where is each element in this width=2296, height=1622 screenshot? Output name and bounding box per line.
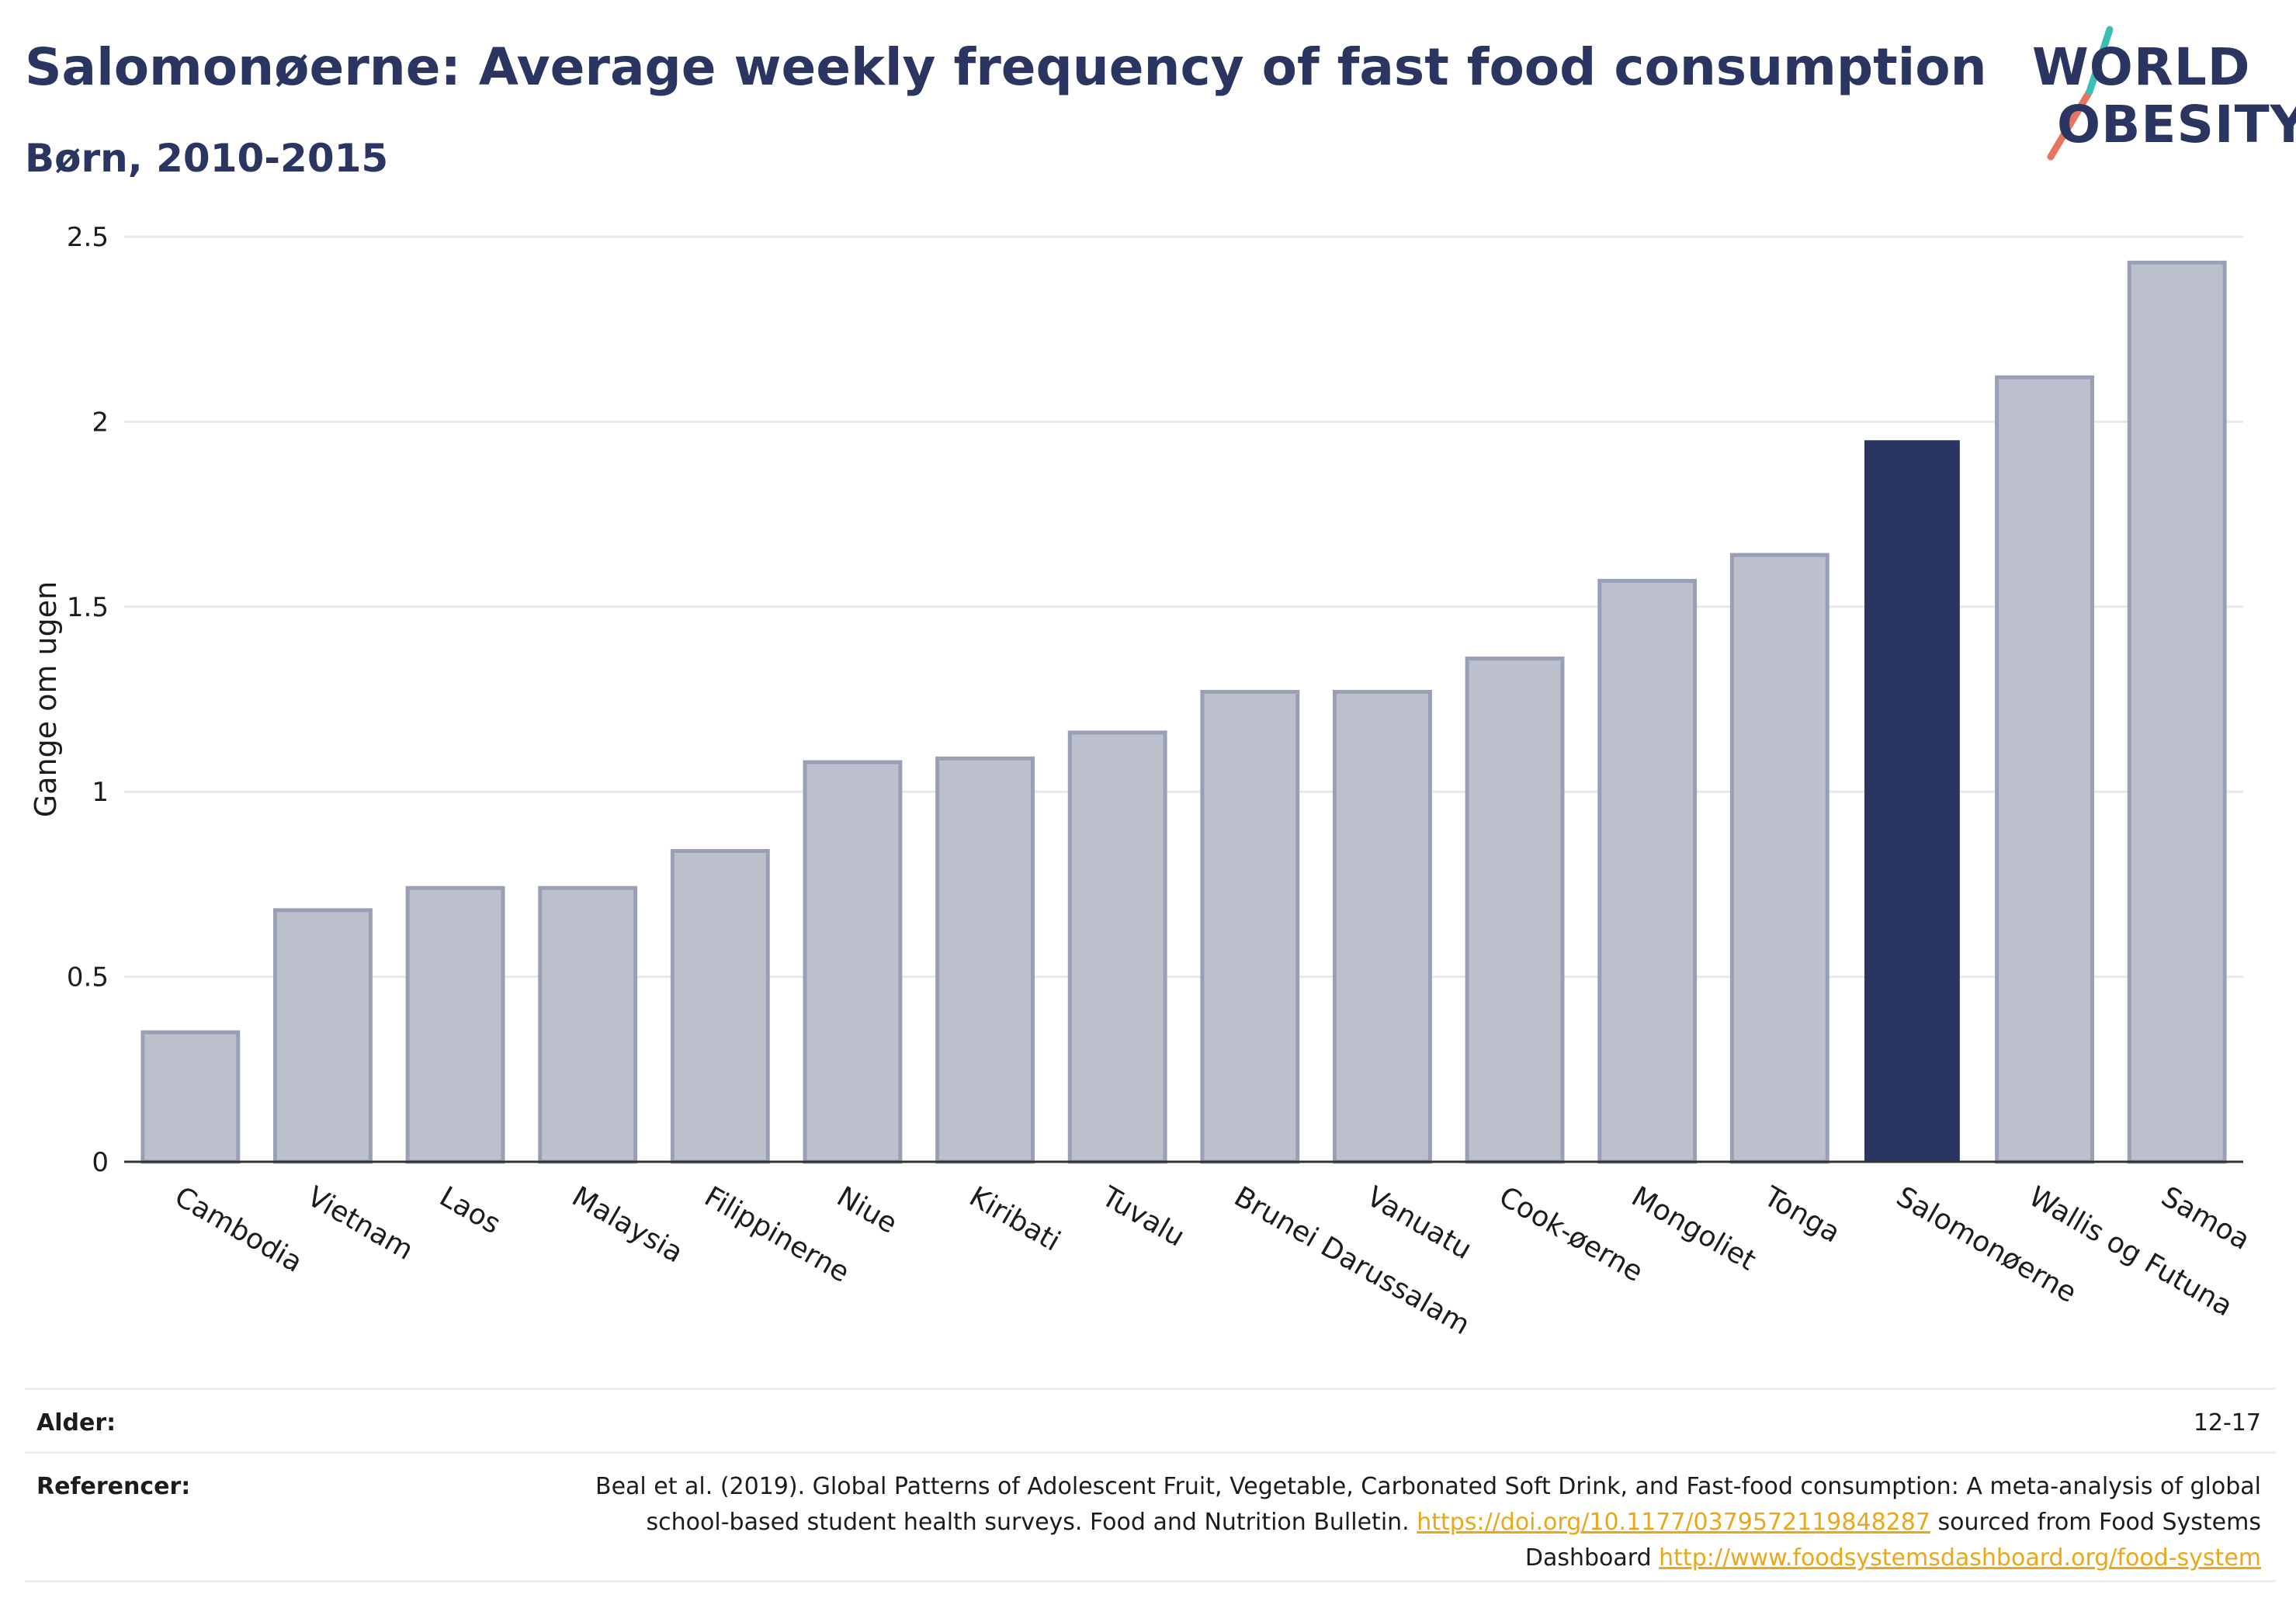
- y-tick-label: 1: [92, 777, 109, 808]
- x-tick-label: Samoa: [2156, 1180, 2255, 1256]
- references-text: Beal et al. (2019). Global Patterns of A…: [553, 1469, 2261, 1576]
- chart-title: Salomonøerne: Average weekly frequency o…: [25, 37, 1987, 97]
- bar: [538, 886, 638, 1164]
- y-tick-label: 2: [92, 407, 109, 438]
- bar: [1729, 553, 1830, 1164]
- x-tick-label: Cook-øerne: [1493, 1180, 1648, 1288]
- bar: [1067, 730, 1167, 1164]
- bar: [2127, 260, 2227, 1164]
- y-tick-label: 1.5: [67, 592, 109, 623]
- x-tick-label: Cambodia: [169, 1180, 307, 1279]
- bar: [273, 908, 373, 1164]
- y-tick-label: 2.5: [67, 222, 109, 253]
- y-axis-title: Gange om ugen: [29, 581, 63, 817]
- age-value: 12-17: [2193, 1409, 2261, 1437]
- x-tick-label: Tonga: [1758, 1180, 1846, 1249]
- bar: [670, 848, 770, 1164]
- references-label: Referencer:: [36, 1473, 191, 1500]
- x-tick-label: Brunei Darussalam: [1229, 1180, 1475, 1341]
- x-tick-label: Tuvalu: [1096, 1180, 1190, 1253]
- footer-divider-middle: [25, 1451, 2276, 1454]
- x-tick-label: Niue: [831, 1180, 902, 1239]
- bar-chart: 0 0.5 1 1.5 2 2.5 Gange om ugen CambodiaVietnam…: [29, 222, 2255, 1341]
- bar: [140, 1030, 241, 1164]
- age-label: Alder:: [36, 1409, 116, 1437]
- bar: [405, 886, 505, 1164]
- footer-divider-bottom: [25, 1580, 2276, 1582]
- x-tick-label: Malaysia: [567, 1180, 688, 1269]
- references-text-part1: Beal et al. (2019). Global Patterns of A…: [595, 1473, 2261, 1536]
- references-text-part2: sourced from Food Systems Dashboard: [1524, 1509, 2261, 1572]
- bar: [1864, 440, 1960, 1162]
- bar: [1200, 689, 1300, 1164]
- logo-word-obesity: OBESITY: [2057, 95, 2296, 154]
- bar: [1465, 657, 1565, 1164]
- x-tick-label: Kiribati: [964, 1180, 1066, 1257]
- x-tick-label: Filippinerne: [699, 1180, 855, 1288]
- food-systems-dashboard-link[interactable]: http://www.foodsystemsdashboard.org/food…: [1659, 1544, 2261, 1572]
- bar: [1597, 578, 1698, 1164]
- bar: [1995, 375, 2094, 1164]
- bar: [803, 760, 903, 1164]
- doi-link[interactable]: https://doi.org/10.1177/0379572119848287: [1417, 1509, 1930, 1536]
- x-tick-label: Vietnam: [302, 1180, 418, 1267]
- logo-slash-icon: [2047, 26, 2114, 161]
- x-tick-label: Vanuatu: [1361, 1180, 1477, 1266]
- chart-subtitle: Børn, 2010-2015: [25, 136, 389, 181]
- y-tick-label: 0: [92, 1147, 109, 1178]
- footer-divider-top: [25, 1388, 2276, 1390]
- world-obesity-logo: WORLD OBESITY: [2018, 23, 2296, 171]
- y-tick-label: 0.5: [67, 962, 109, 993]
- x-tick-label: Laos: [434, 1180, 505, 1240]
- bar: [1333, 689, 1432, 1164]
- logo-word-world: WORLD: [2032, 37, 2251, 97]
- bar: [935, 756, 1035, 1164]
